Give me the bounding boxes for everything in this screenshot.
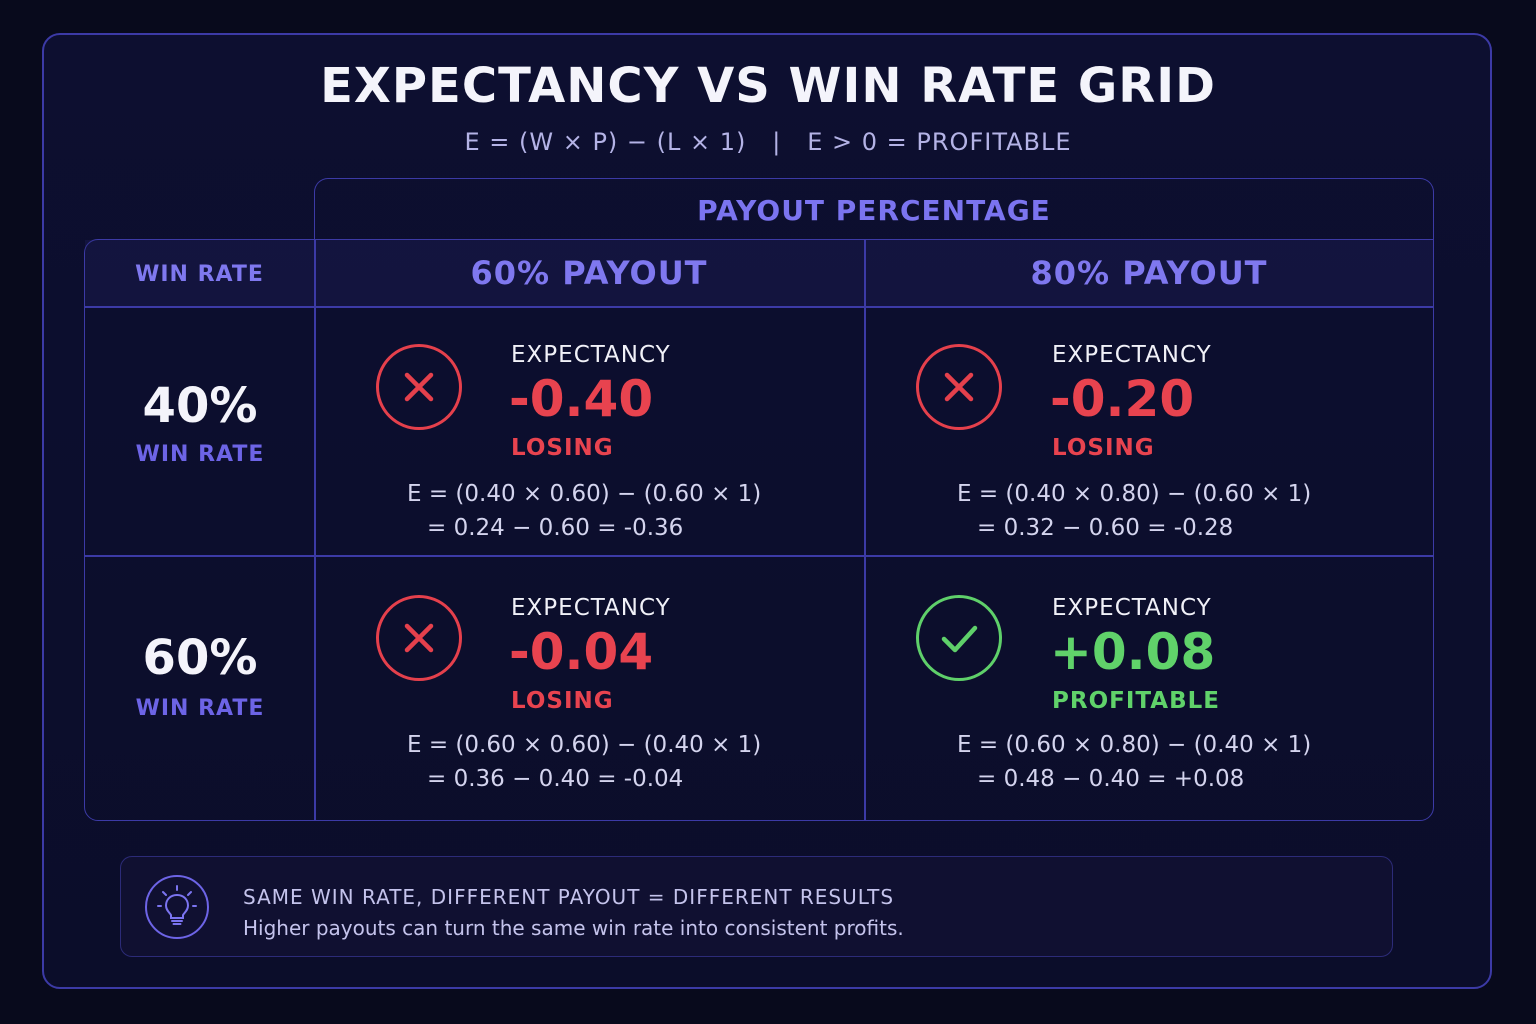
expectancy-grid: WIN RATE 60% PAYOUT 80% PAYOUT 40% WIN R…: [84, 239, 1434, 821]
status-badge: LOSING: [1052, 435, 1155, 461]
formula-line-1: E = (0.60 × 0.80) − (0.40 × 1): [957, 732, 1312, 758]
win-rate-column-header: WIN RATE: [135, 262, 264, 287]
callout-title: SAME WIN RATE, DIFFERENT PAYOUT = DIFFER…: [243, 885, 895, 909]
expectancy-label: EXPECTANCY: [511, 595, 671, 621]
expectancy-value: +0.08: [1050, 623, 1216, 681]
formula-line-2: = 0.48 − 0.40 = +0.08: [977, 766, 1245, 792]
expectancy-label: EXPECTANCY: [511, 342, 671, 368]
column-header-60-payout: 60% PAYOUT: [470, 254, 708, 292]
formula-line-2: = 0.32 − 0.60 = -0.28: [977, 515, 1234, 541]
row-label-60-percent: 60%: [142, 630, 258, 686]
grid-divider: [314, 240, 316, 820]
expectancy-value: -0.20: [1050, 370, 1195, 428]
cross-icon: [376, 344, 462, 430]
formula-line-1: E = (0.40 × 0.60) − (0.60 × 1): [407, 481, 762, 507]
cross-icon: [376, 595, 462, 681]
expectancy-value: -0.40: [509, 370, 654, 428]
formula-line-2: = 0.24 − 0.60 = -0.36: [427, 515, 684, 541]
formula-line-1: E = (0.40 × 0.80) − (0.60 × 1): [957, 481, 1312, 507]
callout-text: Higher payouts can turn the same win rat…: [243, 916, 904, 940]
cell-40-win-60-payout: EXPECTANCY -0.40 LOSING E = (0.40 × 0.60…: [314, 306, 864, 555]
row-sublabel: WIN RATE: [135, 696, 265, 721]
row-label-40-percent: 40%: [142, 378, 258, 434]
formula-line-2: = 0.36 − 0.40 = -0.04: [427, 766, 684, 792]
header-row: [85, 240, 1433, 306]
expectancy-value: -0.04: [509, 623, 654, 681]
cell-40-win-80-payout: EXPECTANCY -0.20 LOSING E = (0.40 × 0.80…: [864, 306, 1434, 555]
page-title: EXPECTANCY VS WIN RATE GRID: [320, 58, 1216, 114]
formula-subtitle: E = (W × P) − (L × 1) | E > 0 = PROFITAB…: [464, 128, 1072, 156]
grid-divider: [864, 240, 866, 820]
status-badge: LOSING: [511, 688, 614, 714]
grid-divider: [85, 555, 1433, 557]
status-badge: PROFITABLE: [1052, 688, 1220, 714]
grid-divider: [85, 306, 1433, 308]
column-header-80-payout: 80% PAYOUT: [1030, 254, 1268, 292]
insight-callout: SAME WIN RATE, DIFFERENT PAYOUT = DIFFER…: [120, 856, 1393, 957]
check-icon: [916, 595, 1002, 681]
formula-line-1: E = (0.60 × 0.60) − (0.40 × 1): [407, 732, 762, 758]
main-panel: [42, 33, 1492, 989]
expectancy-label: EXPECTANCY: [1052, 342, 1212, 368]
expectancy-label: EXPECTANCY: [1052, 595, 1212, 621]
lightbulb-icon: [145, 875, 209, 939]
cell-60-win-80-payout: EXPECTANCY +0.08 PROFITABLE E = (0.60 × …: [864, 555, 1434, 820]
cross-icon: [916, 344, 1002, 430]
status-badge: LOSING: [511, 435, 614, 461]
cell-60-win-60-payout: EXPECTANCY -0.04 LOSING E = (0.60 × 0.60…: [314, 555, 864, 820]
payout-percentage-header: PAYOUT PERCENTAGE: [314, 178, 1434, 240]
row-sublabel: WIN RATE: [135, 442, 265, 467]
